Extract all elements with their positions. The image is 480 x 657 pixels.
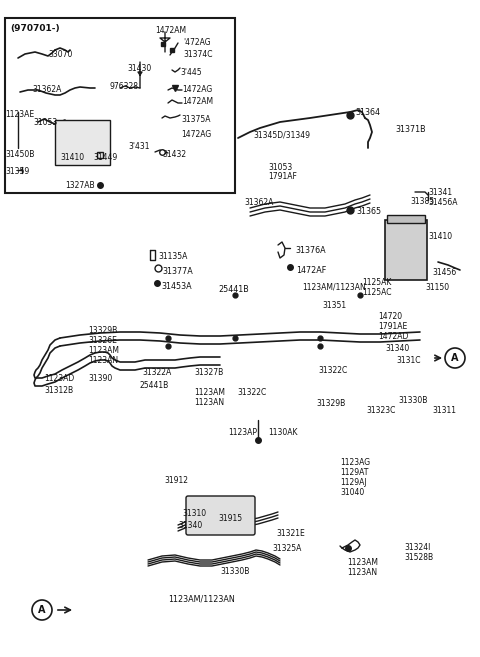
Text: 1125AK: 1125AK: [362, 278, 391, 287]
Text: 1791AF: 1791AF: [268, 172, 297, 181]
Text: 31340: 31340: [385, 344, 409, 353]
Text: 3131C: 3131C: [396, 356, 420, 365]
Text: 1791AE: 1791AE: [378, 322, 407, 331]
Text: 1129AT: 1129AT: [340, 468, 368, 477]
Text: 1123AE: 1123AE: [5, 110, 34, 119]
Text: 31364: 31364: [355, 108, 380, 117]
Text: 31326E: 31326E: [88, 336, 117, 345]
Text: 31365: 31365: [356, 207, 381, 216]
Text: (970701-): (970701-): [10, 24, 60, 33]
Text: 31410: 31410: [60, 153, 84, 162]
Text: 31449: 31449: [93, 153, 117, 162]
Text: 31321E: 31321E: [276, 529, 305, 538]
Text: 31528B: 31528B: [404, 553, 433, 562]
Text: 31450B: 31450B: [5, 150, 35, 159]
Text: 31385: 31385: [410, 197, 434, 206]
Text: 31377A: 31377A: [162, 267, 193, 276]
FancyBboxPatch shape: [186, 496, 255, 535]
Text: 31135A: 31135A: [158, 252, 187, 261]
Text: 31327B: 31327B: [194, 368, 223, 377]
Text: 31371B: 31371B: [395, 125, 426, 134]
Text: 31310: 31310: [182, 509, 206, 518]
Text: 31329B: 31329B: [316, 399, 345, 408]
Text: 31362A: 31362A: [32, 85, 61, 94]
Text: 1472AM: 1472AM: [182, 97, 213, 106]
Text: 1327AB: 1327AB: [65, 181, 95, 190]
Text: 31915: 31915: [218, 514, 242, 523]
Text: 31322A: 31322A: [142, 368, 171, 377]
Text: 1130AK: 1130AK: [268, 428, 298, 437]
Text: 31432: 31432: [162, 150, 186, 159]
Text: 33070: 33070: [48, 50, 72, 59]
Text: 31150: 31150: [425, 283, 449, 292]
Text: 31053: 31053: [33, 118, 57, 127]
Text: 1123AD: 1123AD: [44, 374, 74, 383]
Text: 13329B: 13329B: [88, 326, 117, 335]
Text: 31375A: 31375A: [181, 115, 211, 124]
Text: 1472AD: 1472AD: [378, 332, 408, 341]
Text: 31325A: 31325A: [272, 544, 301, 553]
Bar: [387, 215, 425, 223]
Text: 31345D/31349: 31345D/31349: [253, 130, 310, 139]
Text: 31374C: 31374C: [183, 50, 213, 59]
Text: 31312B: 31312B: [44, 386, 73, 395]
Text: 1123AM/1123AN: 1123AM/1123AN: [302, 283, 366, 292]
Text: 3'445: 3'445: [180, 68, 202, 77]
Text: 3'431: 3'431: [128, 142, 149, 151]
Circle shape: [445, 348, 465, 368]
Text: 1123AN: 1123AN: [88, 356, 118, 365]
Text: 25441B: 25441B: [140, 381, 169, 390]
Text: 31453A: 31453A: [161, 282, 192, 291]
Text: 31410: 31410: [428, 232, 452, 241]
Text: 31322C: 31322C: [237, 388, 266, 397]
Text: 31456: 31456: [432, 268, 456, 277]
Circle shape: [32, 600, 52, 620]
Text: 31053: 31053: [268, 163, 292, 172]
Text: 14720: 14720: [378, 312, 402, 321]
Text: 31351: 31351: [322, 301, 346, 310]
Bar: [385, 220, 427, 280]
Text: 1123AP: 1123AP: [228, 428, 257, 437]
Text: 31311: 31311: [432, 406, 456, 415]
Text: 1123AM: 1123AM: [347, 558, 378, 567]
Text: 31340: 31340: [178, 521, 202, 530]
Text: 1472AM: 1472AM: [155, 26, 186, 35]
Text: A: A: [451, 353, 459, 363]
Text: 31323C: 31323C: [366, 406, 396, 415]
Text: 31040: 31040: [340, 488, 364, 497]
Text: 31330B: 31330B: [398, 396, 427, 405]
Text: '472AG: '472AG: [183, 38, 211, 47]
Text: 1125AC: 1125AC: [362, 288, 392, 297]
Text: 1123AM/1123AN: 1123AM/1123AN: [168, 595, 235, 604]
Text: 25441B: 25441B: [218, 285, 249, 294]
Bar: [55, 120, 110, 165]
Text: 1472AG: 1472AG: [182, 85, 212, 94]
Text: 31362A: 31362A: [244, 198, 274, 207]
Text: 976328: 976328: [110, 82, 139, 91]
Text: 31330B: 31330B: [220, 567, 250, 576]
Text: 31359: 31359: [5, 167, 29, 176]
Bar: [5, 18, 235, 193]
Text: 31341: 31341: [428, 188, 452, 197]
Text: 1123AN: 1123AN: [347, 568, 377, 577]
Text: 31430: 31430: [127, 64, 151, 73]
Text: 31390: 31390: [88, 374, 112, 383]
Text: 1123AM: 1123AM: [194, 388, 225, 397]
Text: 1472AG: 1472AG: [181, 130, 211, 139]
Text: 31322C: 31322C: [318, 366, 347, 375]
Text: 31912: 31912: [164, 476, 188, 485]
Text: A: A: [38, 605, 46, 615]
Text: 1123AM: 1123AM: [88, 346, 119, 355]
Text: 31324I: 31324I: [404, 543, 431, 552]
Text: 31456A: 31456A: [428, 198, 457, 207]
Text: 1472AF: 1472AF: [296, 266, 326, 275]
Text: 1123AN: 1123AN: [194, 398, 224, 407]
Text: 31376A: 31376A: [295, 246, 325, 255]
Text: 1123AG: 1123AG: [340, 458, 370, 467]
Text: 1129AJ: 1129AJ: [340, 478, 367, 487]
